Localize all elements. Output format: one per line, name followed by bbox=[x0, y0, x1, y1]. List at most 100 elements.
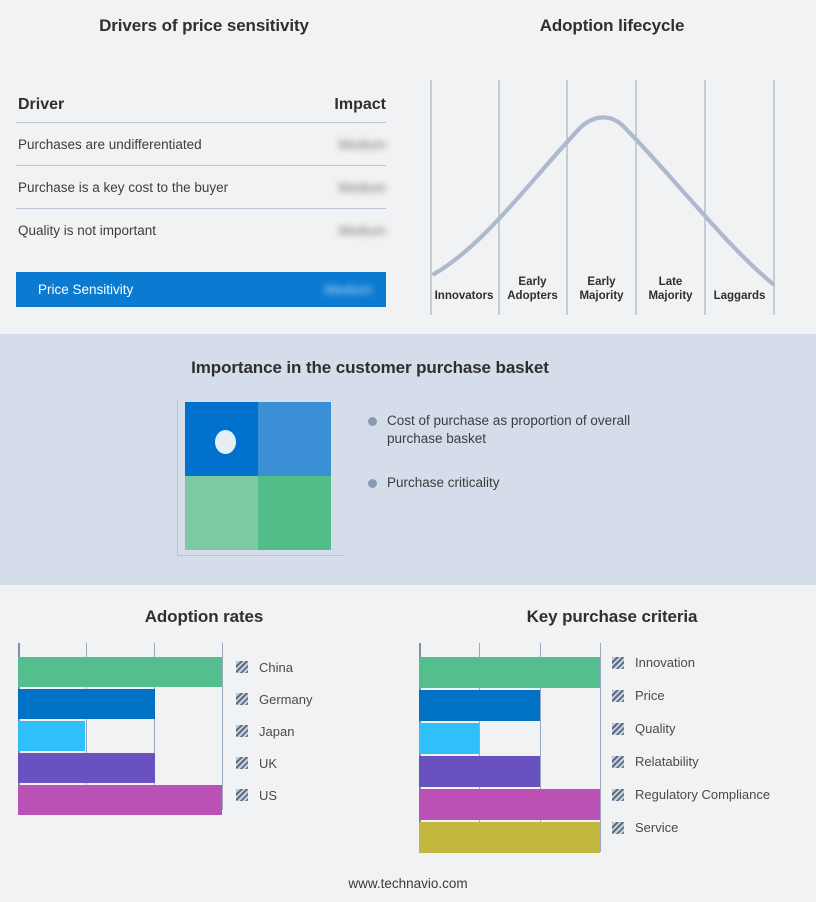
bar-relatability bbox=[419, 756, 540, 787]
table-divider bbox=[16, 122, 386, 123]
legend-item: Japan bbox=[236, 715, 312, 747]
bar-uk bbox=[18, 753, 155, 783]
bar-service bbox=[419, 822, 600, 853]
bar-quality bbox=[419, 723, 479, 754]
lifecycle-label-innovators: Innovators bbox=[424, 290, 504, 304]
legend-item-label: Innovation bbox=[635, 655, 695, 670]
legend-item: Innovation bbox=[612, 646, 770, 679]
legend-item-label: Purchase criticality bbox=[387, 475, 500, 490]
legend-item: Purchase criticality bbox=[368, 474, 668, 492]
key-purchase-criteria-legend: Innovation Price Quality Relatability Regula… bbox=[612, 646, 770, 844]
bar-us bbox=[18, 785, 222, 815]
driver-cell: Purchases are undifferentiated bbox=[18, 136, 202, 152]
legend-swatch-icon bbox=[236, 661, 248, 673]
lifecycle-curve-svg bbox=[430, 80, 776, 315]
legend-swatch-icon bbox=[612, 689, 624, 702]
legend-item: China bbox=[236, 651, 312, 683]
quadrant-bottom-right bbox=[258, 476, 331, 550]
lifecycle-label-text: Early bbox=[587, 276, 616, 288]
price-sensitivity-highlight-row: Price Sensitivity Medium bbox=[16, 272, 386, 307]
bar-price bbox=[419, 690, 540, 721]
legend-item: Service bbox=[612, 811, 770, 844]
legend-item-label: UK bbox=[259, 755, 278, 771]
chart-gridline bbox=[479, 643, 480, 852]
quadrant-bottom-left bbox=[185, 476, 258, 550]
bar-japan bbox=[18, 721, 85, 751]
legend-item: Germany bbox=[236, 683, 312, 715]
lifecycle-category-labels: Innovators Early Adopters Early Majority… bbox=[430, 268, 800, 312]
driver-cell: Quality is not important bbox=[18, 222, 157, 238]
table-header-row: Driver Impact bbox=[16, 88, 386, 122]
drivers-panel-title: Drivers of price sensitivity bbox=[99, 16, 309, 35]
legend-item: UK bbox=[236, 747, 312, 779]
legend-item-label: Relatability bbox=[635, 754, 699, 769]
lifecycle-panel: Adoption lifecycle Innovators Early Adop… bbox=[408, 0, 816, 334]
lifecycle-chart bbox=[430, 80, 800, 315]
legend-item: Price bbox=[612, 679, 770, 712]
table-divider bbox=[16, 208, 386, 209]
bar-china bbox=[18, 657, 222, 687]
middle-background-band bbox=[0, 334, 816, 585]
quadrant-chart bbox=[185, 402, 331, 550]
watermark: www.technavio.com bbox=[348, 876, 468, 891]
table-row: Purchase is a key cost to the buyer Medi… bbox=[16, 166, 386, 208]
driver-cell: Purchase is a key cost to the buyer bbox=[18, 179, 229, 195]
chart-gridline bbox=[154, 643, 155, 810]
legend-swatch-icon bbox=[612, 656, 624, 669]
purchase-basket-title: Importance in the customer purchase bask… bbox=[191, 358, 549, 377]
purchase-basket-panel: Importance in the customer purchase bask… bbox=[0, 334, 816, 585]
legend-swatch-icon bbox=[612, 788, 624, 801]
legend-item-label: Price bbox=[635, 688, 665, 703]
adoption-rates-title: Adoption rates bbox=[144, 607, 264, 626]
bullet-icon bbox=[368, 417, 377, 426]
column-header-impact: Impact bbox=[334, 96, 386, 113]
legend-item-label: Japan bbox=[259, 723, 295, 739]
quadrant-y-axis bbox=[177, 400, 178, 555]
legend-item: US bbox=[236, 779, 312, 811]
lifecycle-label-text: Adopters bbox=[507, 289, 558, 302]
legend-item: Relatability bbox=[612, 745, 770, 778]
drivers-panel: Drivers of price sensitivity Driver Impa… bbox=[0, 0, 408, 334]
highlight-driver-label: Price Sensitivity bbox=[38, 282, 134, 297]
lifecycle-label-text: Late bbox=[658, 276, 683, 288]
column-header-driver: Driver bbox=[18, 96, 65, 113]
key-purchase-criteria-chart bbox=[419, 643, 601, 853]
bottom-background-band bbox=[0, 585, 816, 902]
highlight-impact-redacted: Medium bbox=[324, 282, 372, 297]
table-row: Quality is not important Medium bbox=[16, 209, 386, 251]
lifecycle-label-text: Early bbox=[518, 276, 547, 288]
lifecycle-panel-title: Adoption lifecycle bbox=[539, 16, 685, 35]
legend-swatch-icon bbox=[612, 722, 624, 735]
lifecycle-label-text: Majority bbox=[579, 289, 624, 302]
lifecycle-label-text: Innovators bbox=[434, 290, 494, 302]
legend-swatch-icon bbox=[612, 821, 624, 834]
adoption-rates-chart bbox=[18, 643, 223, 815]
adoption-bell-curve bbox=[431, 115, 776, 287]
legend-swatch-icon bbox=[236, 693, 248, 705]
purchase-basket-legend: Cost of purchase as proportion of overal… bbox=[368, 412, 668, 518]
chart-gridline bbox=[600, 643, 601, 852]
key-purchase-criteria-panel: Key purchase criteria Innovation Price Qua… bbox=[408, 585, 816, 902]
lifecycle-label-text: Majority bbox=[648, 289, 693, 302]
legend-item-label: Quality bbox=[635, 721, 676, 736]
adoption-rates-panel: Adoption rates China Germany Japan UK US bbox=[0, 585, 408, 902]
drivers-table: Driver Impact Purchases are undifferenti… bbox=[16, 88, 386, 251]
chart-gridline bbox=[86, 643, 87, 810]
legend-item: Regulatory Compliance bbox=[612, 778, 770, 811]
impact-cell-redacted: Medium bbox=[338, 136, 386, 152]
legend-swatch-icon bbox=[236, 725, 248, 737]
adoption-rates-legend: China Germany Japan UK US bbox=[236, 651, 312, 811]
legend-item-label: Regulatory Compliance bbox=[635, 787, 771, 802]
quadrant-x-axis bbox=[177, 555, 345, 556]
legend-item-label: Cost of purchase as proportion of overal… bbox=[387, 413, 631, 446]
table-divider bbox=[16, 165, 386, 166]
table-row: Purchases are undifferentiated Medium bbox=[16, 123, 386, 165]
legend-item-label: US bbox=[259, 787, 278, 803]
quadrant-top-right bbox=[258, 402, 331, 476]
key-purchase-criteria-title: Key purchase criteria bbox=[526, 607, 698, 626]
lifecycle-label-early-adopters: Early Adopters bbox=[498, 276, 567, 303]
lifecycle-label-early-majority: Early Majority bbox=[567, 276, 636, 303]
impact-cell-redacted: Medium bbox=[338, 222, 386, 238]
lifecycle-label-laggards: Laggards bbox=[705, 290, 774, 304]
bar-innovation bbox=[419, 657, 600, 688]
